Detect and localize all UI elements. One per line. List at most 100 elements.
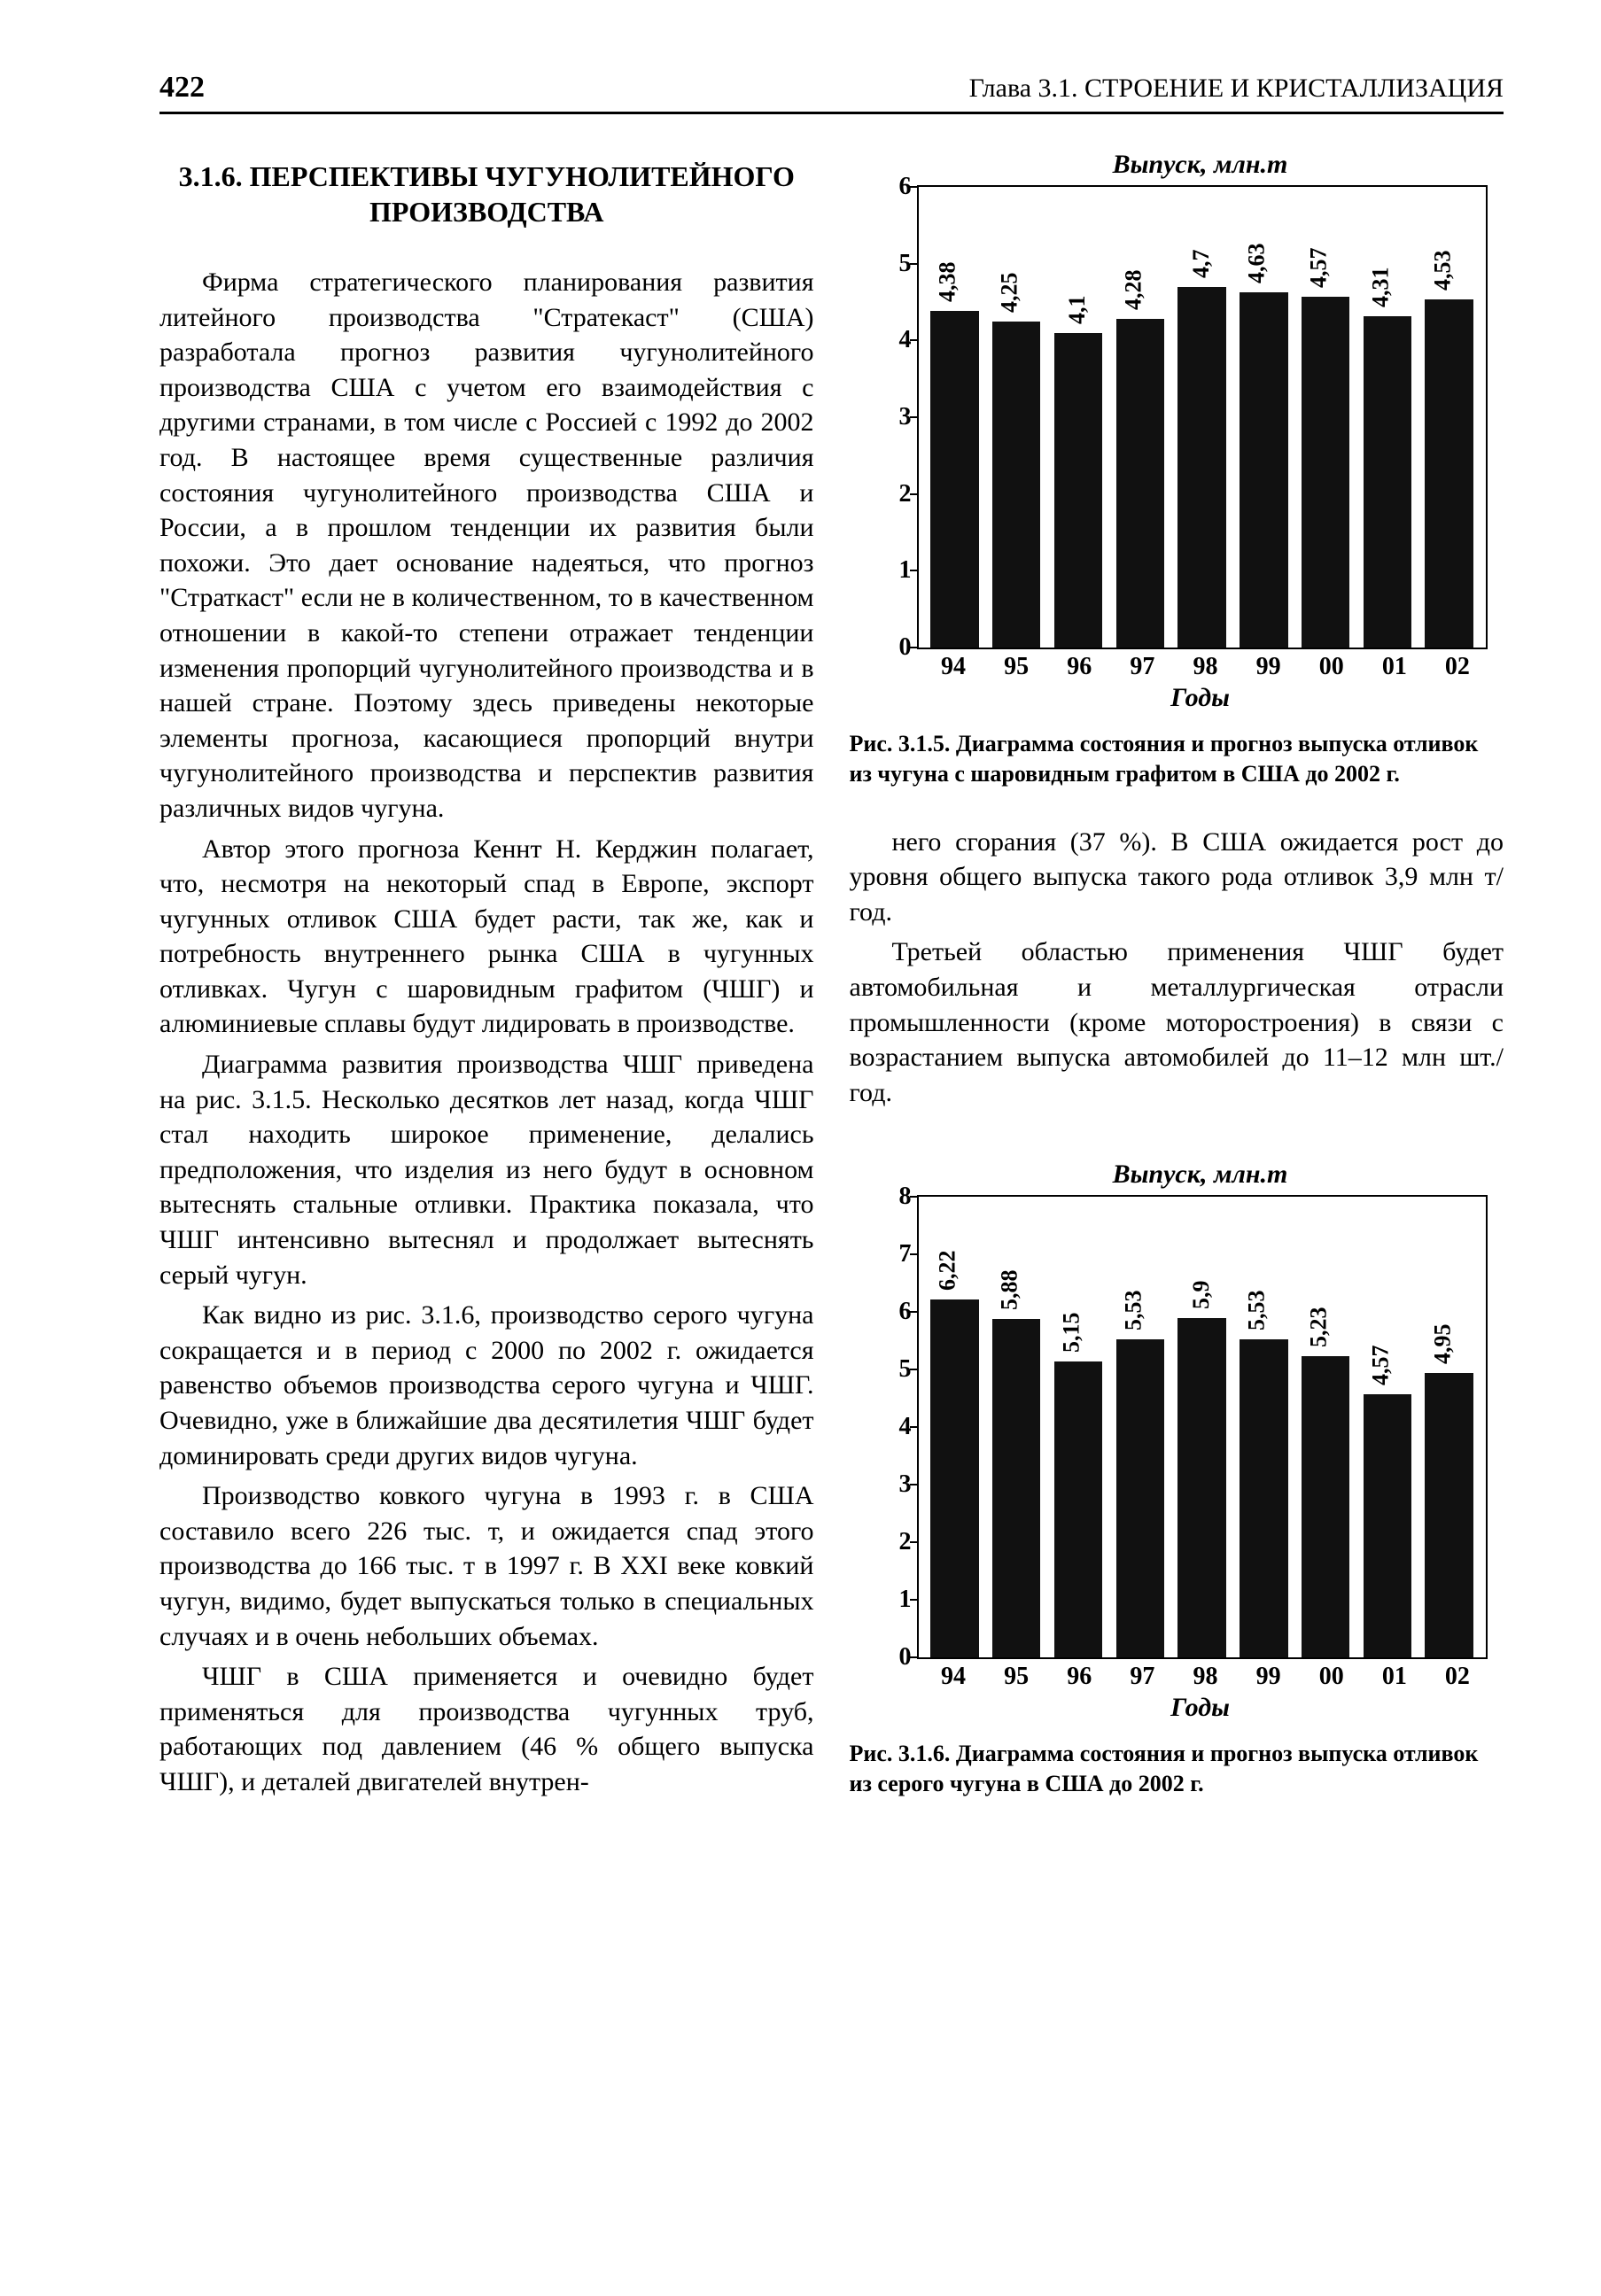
chart-ytick-label: 2 (876, 1528, 912, 1556)
chart-ytick-label: 3 (876, 1470, 912, 1499)
figure-caption: Рис. 3.1.6. Диаграмма состояния и прогно… (850, 1739, 1504, 1799)
chart-xtick-label: 00 (1300, 653, 1363, 681)
chart-bar-value: 4,95 (1429, 1323, 1456, 1364)
chart-xtick-label: 94 (922, 1663, 985, 1691)
chart-bar: 4,53 (1418, 299, 1481, 648)
chart-bar: 4,1 (1047, 333, 1109, 648)
chart-xtick-label: 97 (1111, 1663, 1174, 1691)
chart-xtick-label: 99 (1237, 653, 1300, 681)
page-number: 422 (159, 71, 205, 105)
spacer (850, 1115, 1504, 1160)
chart-plot-area: 01234564,384,254,14,284,74,634,574,314,5… (917, 185, 1488, 649)
chart-bar: 4,38 (924, 311, 986, 648)
chart-xaxis: 949596979899000102 (917, 649, 1495, 681)
chart-bar-value: 5,15 (1058, 1312, 1084, 1353)
chart-ytick-label: 1 (876, 1586, 912, 1614)
chart-bar-value: 4,57 (1305, 247, 1332, 288)
chart-xtick-label: 96 (1048, 653, 1111, 681)
chart-bar-value: 6,22 (935, 1251, 961, 1292)
chart-ytick-label: 5 (876, 1355, 912, 1384)
chart-bar-value: 4,38 (935, 262, 961, 303)
chart-xtick-label: 96 (1048, 1663, 1111, 1691)
chart-bars: 6,225,885,155,535,95,535,234,574,95 (919, 1197, 1486, 1657)
chart-xtick-label: 99 (1237, 1663, 1300, 1691)
chart-xtick-label: 95 (985, 653, 1048, 681)
chart-xtick-label: 95 (985, 1663, 1048, 1691)
chart-ytick-label: 1 (876, 556, 912, 585)
chart-bar: 4,25 (985, 322, 1047, 648)
chart-bar-value: 4,7 (1187, 249, 1214, 278)
chart-bar-value: 5,53 (1244, 1290, 1271, 1330)
paragraph: Автор этого прогноза Кеннт Н. Керджин по… (159, 832, 814, 1043)
chart-bar-value: 4,1 (1064, 295, 1091, 324)
chart-316: Выпуск, млн.т 0123456786,225,885,155,535… (867, 1160, 1504, 1723)
chart-bar-value: 4,28 (1120, 270, 1146, 311)
chart-xaxis: 949596979899000102 (917, 1659, 1495, 1691)
chart-bar-value: 5,53 (1120, 1290, 1146, 1330)
figure-caption: Рис. 3.1.5. Диаграмма состояния и прогно… (850, 729, 1504, 789)
chapter-title: Глава 3.1. СТРОЕНИЕ И КРИСТАЛЛИЗАЦИЯ (969, 74, 1504, 104)
paragraph: Фирма стратегического планирования разви… (159, 265, 814, 826)
chart-bar: 5,53 (1232, 1339, 1294, 1657)
chart-xtick-label: 98 (1174, 1663, 1237, 1691)
chart-xtick-label: 01 (1363, 653, 1426, 681)
chart-bar-value: 5,23 (1305, 1307, 1332, 1348)
chart-bar: 4,63 (1232, 292, 1294, 648)
chart-bar: 4,57 (1356, 1394, 1418, 1657)
chart-ytick-label: 7 (876, 1240, 912, 1268)
chart-title: Выпуск, млн.т (917, 150, 1484, 180)
chart-xtick-label: 00 (1300, 1663, 1363, 1691)
chart-xtick-label: 02 (1426, 653, 1488, 681)
chart-bar: 5,23 (1294, 1356, 1356, 1657)
chart-bar-value: 5,9 (1187, 1280, 1214, 1309)
chart-title: Выпуск, млн.т (917, 1160, 1484, 1190)
chart-bar-value: 4,63 (1244, 243, 1271, 283)
chart-bar: 6,22 (924, 1299, 986, 1657)
chart-bar: 5,15 (1047, 1361, 1109, 1658)
chart-bar: 4,57 (1294, 297, 1356, 648)
chart-bar: 5,88 (985, 1319, 1047, 1657)
chart-bar: 4,28 (1109, 319, 1171, 648)
chart-ytick-label: 0 (876, 633, 912, 662)
chart-bar: 4,95 (1418, 1373, 1481, 1658)
chart-ytick-label: 2 (876, 480, 912, 508)
chart-bar: 4,31 (1356, 316, 1418, 648)
chart-plot-area: 0123456786,225,885,155,535,95,535,234,57… (917, 1195, 1488, 1659)
page: 422 Глава 3.1. СТРОЕНИЕ И КРИСТАЛЛИЗАЦИЯ… (0, 0, 1601, 2296)
chart-ytick-label: 6 (876, 1298, 912, 1326)
chart-xtick-label: 02 (1426, 1663, 1488, 1691)
chart-bars: 4,384,254,14,284,74,634,574,314,53 (919, 187, 1486, 648)
chart-ytick-label: 8 (876, 1183, 912, 1211)
page-header: 422 Глава 3.1. СТРОЕНИЕ И КРИСТАЛЛИЗАЦИЯ (159, 71, 1504, 114)
chart-ytick-label: 5 (876, 250, 912, 278)
chart-bar: 5,9 (1171, 1318, 1233, 1658)
chart-ytick-label: 6 (876, 173, 912, 201)
chart-ytick-label: 3 (876, 403, 912, 431)
chart-xaxis-label: Годы (917, 683, 1484, 713)
chart-bar: 5,53 (1109, 1339, 1171, 1657)
section-heading: 3.1.6. ПЕРСПЕКТИВЫ ЧУГУНОЛИТЕЙНОГО ПРОИЗ… (159, 159, 814, 229)
chart-bar-value: 5,88 (996, 1270, 1022, 1311)
left-column: 3.1.6. ПЕРСПЕКТИВЫ ЧУГУНОЛИТЕЙНОГО ПРОИЗ… (159, 150, 814, 1834)
chart-315: Выпуск, млн.т 01234564,384,254,14,284,74… (867, 150, 1504, 713)
chart-bar-value: 4,25 (996, 272, 1022, 313)
paragraph: ЧШГ в США применяется и очевидно будет п… (159, 1659, 814, 1799)
chart-bar-value: 4,53 (1429, 251, 1456, 291)
chart-ytick-label: 4 (876, 326, 912, 354)
chart-xtick-label: 94 (922, 653, 985, 681)
chart-xtick-label: 01 (1363, 1663, 1426, 1691)
paragraph: Как видно из рис. 3.1.6, производство се… (159, 1298, 814, 1473)
chart-bar-value: 4,31 (1367, 268, 1394, 308)
chart-xtick-label: 97 (1111, 653, 1174, 681)
paragraph: Диаграмма развития производства ЧШГ прив… (159, 1047, 814, 1292)
chart-ytick-label: 0 (876, 1643, 912, 1672)
chart-xtick-label: 98 (1174, 653, 1237, 681)
chart-ytick-label: 4 (876, 1413, 912, 1441)
chart-bar-value: 4,57 (1367, 1346, 1394, 1386)
chart-bar: 4,7 (1171, 287, 1233, 648)
chart-xaxis-label: Годы (917, 1693, 1484, 1723)
paragraph: Третьей областью применения ЧШГ будет ав… (850, 935, 1504, 1110)
two-column-content: 3.1.6. ПЕРСПЕКТИВЫ ЧУГУНОЛИТЕЙНОГО ПРОИЗ… (159, 150, 1504, 1834)
right-column: Выпуск, млн.т 01234564,384,254,14,284,74… (850, 150, 1504, 1834)
paragraph: Производство ковкого чугуна в 1993 г. в … (159, 1478, 814, 1654)
